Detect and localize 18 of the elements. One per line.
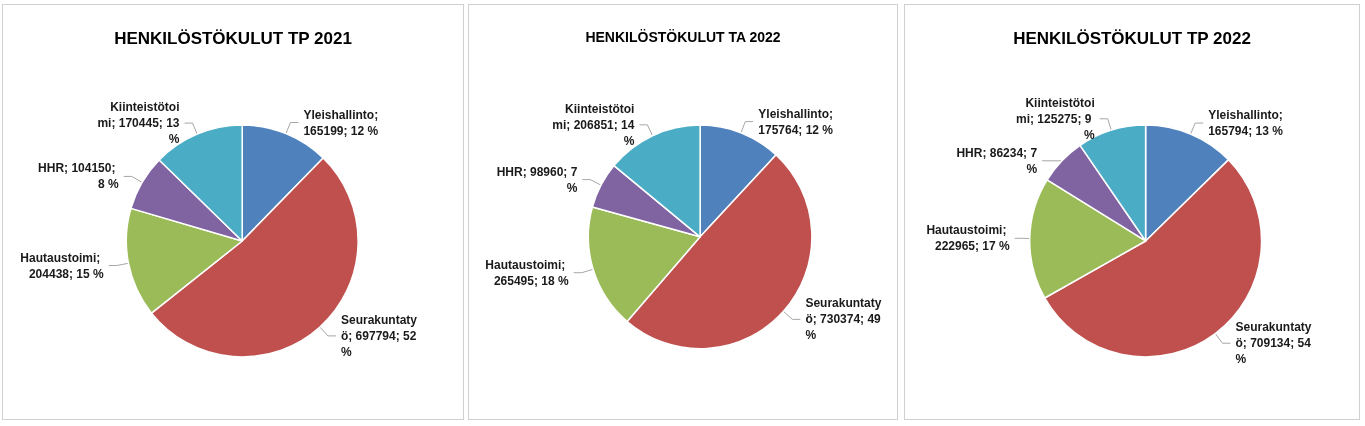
slice-label: Kiinteistötoimi; 206851; 14 % xyxy=(552,101,635,148)
slice-label: Seurakuntatyö; 697794; 52 % xyxy=(340,312,420,359)
slice-label: Hautaustoimi; 222965; 17 % xyxy=(926,223,1011,254)
slice-label: Yleishallinto; 165199; 12 % xyxy=(303,107,382,138)
chart-title: HENKILÖSTÖKULUT TP 2022 xyxy=(1013,29,1251,48)
slice-label: Yleishallinto; 165794; 13 % xyxy=(1208,108,1287,139)
chart-title: HENKILÖSTÖKULUT TP 2021 xyxy=(114,29,352,48)
slice-label: Yleishallinto; 175764; 12 % xyxy=(758,106,837,137)
slice-label: Hautaustoimi; 204438; 15 % xyxy=(20,250,104,281)
slice-label: Seurakuntatyö; 709134; 54 % xyxy=(1235,320,1315,367)
slice-label: Seurakuntatyö; 730374; 49 % xyxy=(805,296,885,343)
slice-label: HHR; 98960; 7 % xyxy=(496,164,578,195)
slice-label: Kiinteistötoimi; 170445; 13 % xyxy=(97,100,180,147)
chart-title: HENKILÖSTÖKULUT TA 2022 xyxy=(585,29,781,45)
slice-label: HHR; 86234; 7 % xyxy=(956,145,1038,176)
slice-label: Kiinteistötoimi; 125275; 9 % xyxy=(1016,95,1096,142)
slice-label: Hautaustoimi; 265495; 18 % xyxy=(485,257,569,288)
slice-label: HHR; 104150; 8 % xyxy=(38,161,120,192)
